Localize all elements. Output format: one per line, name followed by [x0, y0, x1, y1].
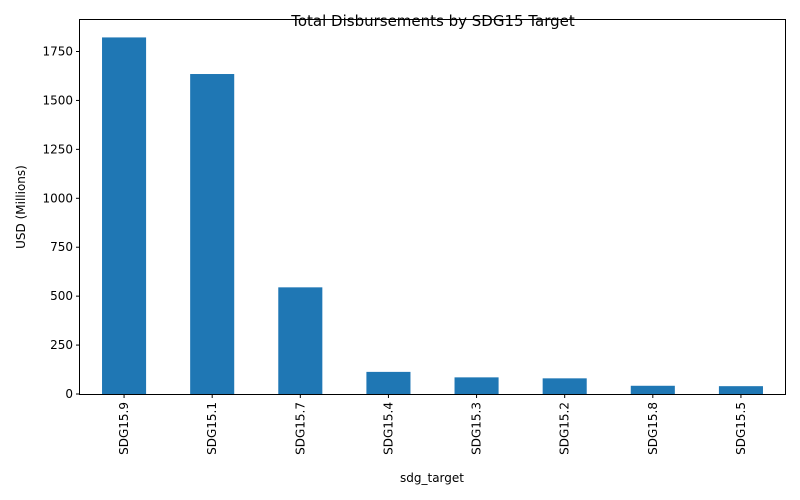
bars-group: [102, 37, 763, 395]
bar-sdg15-4: [366, 371, 411, 394]
y-tick-label: 1250: [42, 142, 73, 156]
bar-sdg15-5: [718, 386, 763, 394]
chart-title: Total Disbursements by SDG15 Target: [290, 12, 575, 30]
bar-sdg15-1: [190, 74, 235, 395]
bar-sdg15-8: [630, 385, 675, 394]
x-axis-label: sdg_target: [400, 471, 464, 485]
y-axis: 0 250 500 750 1000 1250 1500 1750: [42, 45, 80, 401]
x-axis: SDG15.9 SDG15.1 SDG15.7 SDG15.4 SDG15.3 SDG15…: [117, 394, 748, 455]
x-tick-label: SDG15.2: [558, 402, 572, 455]
plot-frame: [79, 19, 786, 395]
bar-sdg15-3: [454, 377, 499, 394]
y-tick-label: 250: [50, 338, 73, 352]
bar-sdg15-9: [102, 37, 147, 395]
x-tick-label: SDG15.7: [293, 402, 307, 455]
y-tick-label: 1000: [42, 191, 73, 205]
x-tick-label: SDG15.4: [381, 402, 395, 455]
y-tick-label: 1500: [42, 93, 73, 107]
y-tick-label: 1750: [42, 45, 73, 59]
y-axis-label: USD (Millions): [14, 165, 28, 249]
x-tick-label: SDG15.9: [117, 402, 131, 455]
y-tick-label: 500: [50, 289, 73, 303]
x-tick-label: SDG15.8: [646, 402, 660, 455]
bar-sdg15-7: [278, 287, 323, 394]
y-tick-label: 0: [65, 387, 73, 401]
x-tick-label: SDG15.3: [470, 402, 484, 455]
bar-sdg15-2: [542, 378, 587, 394]
x-tick-label: SDG15.1: [205, 402, 219, 455]
y-tick-label: 750: [50, 240, 73, 254]
x-tick-label: SDG15.5: [734, 402, 748, 455]
